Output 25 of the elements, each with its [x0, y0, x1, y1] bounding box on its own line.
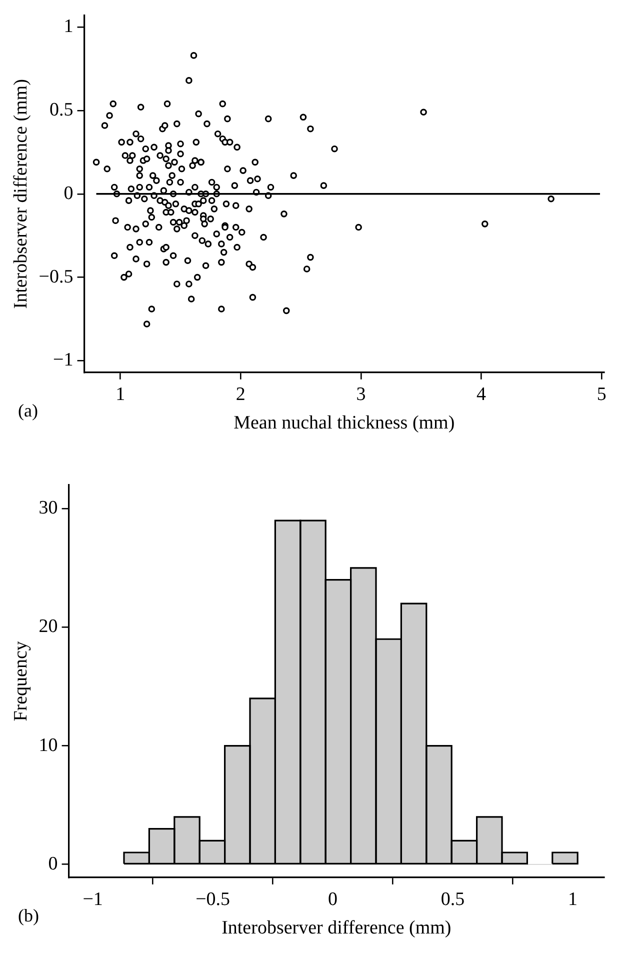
y-tick-label: 1 [64, 16, 74, 38]
text: (b) [18, 906, 39, 926]
y-tick-label: 0 [64, 182, 74, 204]
y-tick-label: −1 [53, 350, 74, 371]
x-axis-title: Mean nuchal thickness (mm) [234, 412, 455, 434]
x-tick-label: 1 [568, 888, 578, 910]
x-tick-label: −0.5 [196, 888, 230, 910]
x-tick-label: 4 [476, 384, 487, 405]
y-tick-label: 0 [48, 853, 58, 874]
x-tick-label: 2 [236, 384, 246, 405]
y-axis-title: Interobserver difference (mm) [10, 79, 32, 309]
x-tick-label: −1 [82, 888, 103, 910]
y-tick-label: 30 [38, 498, 58, 519]
y-tick-label: 10 [38, 734, 58, 756]
x-tick-label: 0.5 [440, 888, 465, 910]
y-tick-label: 20 [38, 616, 58, 638]
y-tick-label: 0.5 [50, 99, 74, 120]
x-tick-label: 3 [356, 384, 366, 405]
x-tick-label: 0 [328, 888, 338, 910]
y-tick-label: −0.5 [38, 266, 74, 288]
y-axis-title: Frequency [10, 640, 32, 722]
x-tick-label: 5 [596, 384, 606, 405]
x-tick-label: 1 [116, 384, 126, 405]
x-axis-title: Interobserver difference (mm) [222, 918, 452, 939]
text: (a) [18, 400, 38, 421]
